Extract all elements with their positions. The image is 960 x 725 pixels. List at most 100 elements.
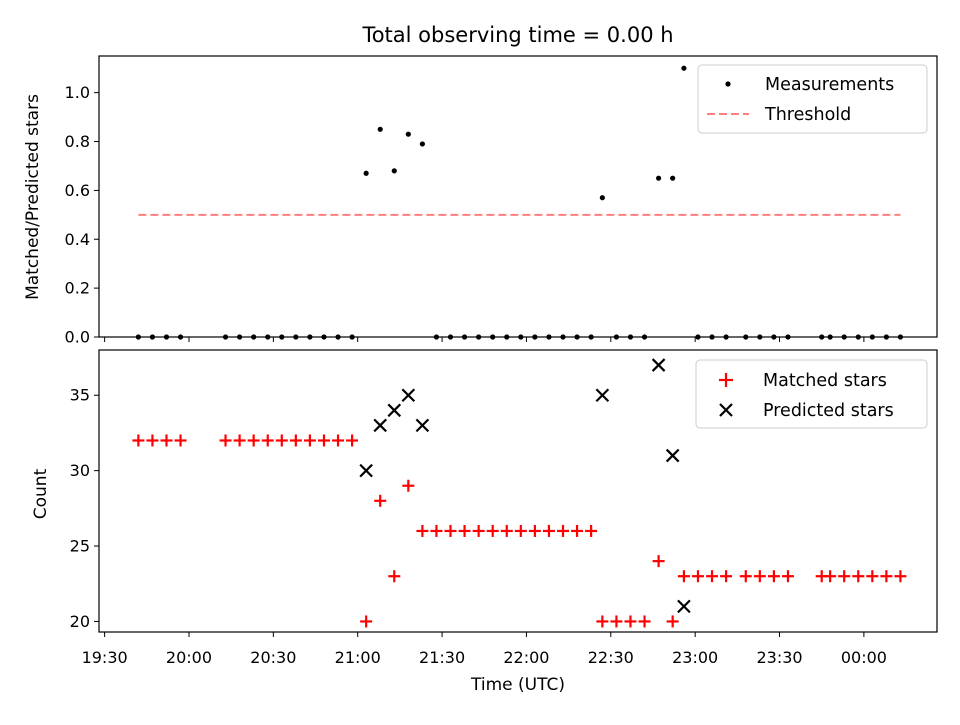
legend-predicted-marker	[719, 403, 733, 417]
bottom-y-tick-label: 35	[70, 386, 90, 405]
matched-star-point	[638, 615, 651, 628]
matched-star-point	[174, 434, 187, 447]
bottom-axes-frame	[98, 349, 938, 633]
matched-star-point	[146, 434, 159, 447]
legend-predicted-label: Predicted stars	[763, 401, 894, 421]
x-tick-label: 21:30	[419, 648, 465, 667]
bottom-legend: Matched stars Predicted stars	[695, 359, 928, 429]
x-tick-label: 23:00	[672, 648, 718, 667]
x-axis-label: Time (UTC)	[470, 675, 565, 695]
measurement-point	[599, 195, 605, 201]
matched-star-point	[402, 479, 415, 492]
matched-star-point	[824, 570, 837, 583]
matched-star-point	[233, 434, 246, 447]
bottom-x-ticks: 19:30 20:00 20:30 21:00 21:30 22:00 22:30 23:00…	[82, 632, 887, 667]
matched-star-point	[838, 570, 851, 583]
bottom-y-axis-label: Count	[31, 468, 51, 519]
matched-star-point	[781, 570, 794, 583]
predicted-star-point	[359, 463, 373, 478]
top-x-ticks	[104, 337, 865, 342]
matched-star-point	[677, 570, 690, 583]
predicted-star-point	[651, 358, 666, 372]
top-y-tick-label: 0.8	[65, 132, 90, 151]
matched-star-point	[132, 434, 145, 447]
matched-star-point	[261, 434, 274, 447]
matched-star-point	[303, 434, 316, 447]
matched-star-point	[486, 524, 499, 537]
bottom-y-tick-label: 25	[70, 537, 90, 556]
matched-star-point	[247, 434, 260, 447]
matched-star-point	[852, 570, 865, 583]
matched-star-point	[880, 570, 893, 583]
x-tick-label: 20:00	[166, 648, 212, 667]
legend-measurements-label: Measurements	[765, 75, 894, 95]
predicted-star-point	[401, 388, 416, 403]
matched-star-point	[542, 524, 555, 537]
bottom-y-tick-label: 30	[70, 461, 90, 480]
bottom-panel-marks	[132, 358, 907, 628]
top-y-axis-label: Matched/Predicted stars	[23, 94, 43, 300]
measurement-point	[377, 126, 383, 132]
legend-matched-marker	[719, 373, 733, 387]
matched-star-point	[388, 570, 401, 583]
matched-star-point	[500, 524, 513, 537]
matched-star-point	[610, 615, 623, 628]
top-y-ticks: 0.0 0.2 0.4 0.6 0.8 1.0	[65, 83, 99, 347]
top-legend: Measurements Threshold	[697, 64, 928, 134]
x-tick-label: 21:00	[335, 648, 381, 667]
predicted-star-point	[677, 599, 691, 614]
matched-star-point	[739, 570, 752, 583]
top-panel: Total observing time = 0.00 h 0.00.20.40…	[23, 23, 938, 347]
legend-measurements-marker	[725, 81, 731, 87]
matched-star-point	[289, 434, 302, 447]
measurement-point	[391, 168, 397, 174]
matched-star-point	[444, 524, 457, 537]
bottom-panel: 20 25 30 35 19:30 20:00 20:30 21:00 21:30 22:00 2…	[31, 349, 938, 695]
x-tick-label: 23:30	[756, 648, 802, 667]
measurement-point	[363, 170, 369, 176]
measurement-point	[419, 141, 425, 147]
matched-star-point	[571, 524, 584, 537]
matched-star-point	[528, 524, 541, 537]
matched-star-point	[866, 570, 879, 583]
matched-star-point	[332, 434, 345, 447]
x-tick-label: 19:30	[82, 648, 128, 667]
matched-star-point	[596, 615, 609, 628]
x-tick-label: 22:00	[503, 648, 549, 667]
matched-star-point	[472, 524, 485, 537]
matched-star-point	[317, 434, 330, 447]
chart-title: Total observing time = 0.00 h	[361, 23, 673, 47]
predicted-star-point	[373, 418, 387, 433]
legend-matched-label: Matched stars	[763, 371, 887, 391]
matched-star-point	[585, 524, 598, 537]
matched-star-point	[753, 570, 766, 583]
matched-star-point	[514, 524, 527, 537]
predicted-star-point	[415, 418, 430, 433]
matched-star-point	[556, 524, 569, 537]
x-tick-label: 00:00	[841, 648, 887, 667]
matched-star-point	[652, 555, 665, 568]
top-y-tick-label: 0.4	[65, 230, 90, 249]
measurement-point	[681, 65, 687, 71]
predicted-star-point	[387, 403, 402, 418]
bottom-y-ticks: 20 25 30 35	[70, 386, 99, 631]
matched-star-point	[720, 570, 733, 583]
matched-star-point	[767, 570, 780, 583]
bottom-legend-box	[695, 359, 928, 429]
top-y-tick-label: 0.6	[65, 181, 90, 200]
matched-star-point	[666, 615, 679, 628]
matched-star-point	[691, 570, 704, 583]
predicted-star-point	[665, 448, 680, 463]
matched-star-point	[360, 615, 373, 628]
top-axes-frame	[98, 55, 938, 338]
legend-threshold-label: Threshold	[764, 105, 851, 125]
matched-star-point	[416, 524, 429, 537]
top-y-tick-label: 0.2	[65, 279, 90, 298]
measurement-point	[656, 175, 662, 181]
top-panel-marks	[135, 65, 904, 340]
top-y-tick-label: 1.0	[65, 83, 90, 102]
top-legend-box	[697, 64, 928, 134]
matched-star-point	[346, 434, 359, 447]
matched-star-point	[160, 434, 173, 447]
